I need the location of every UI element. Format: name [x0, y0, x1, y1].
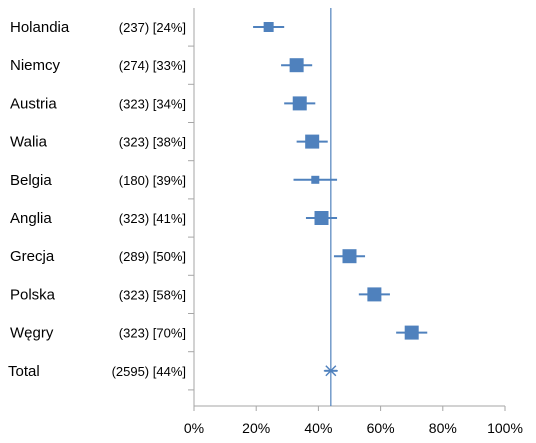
row-label-name: Walia	[10, 134, 48, 151]
row-label-name: Grecja	[10, 248, 55, 265]
rows-layer: Holandia (237) [24%] Niemcy (274) [33%] Aust…	[8, 19, 428, 380]
point-marker	[305, 134, 320, 149]
row-label-stat: (323) [41%]	[119, 211, 186, 226]
row-label-stat: (323) [58%]	[119, 287, 186, 302]
point-marker	[342, 249, 357, 264]
row-label-stat: (180) [39%]	[119, 173, 186, 188]
row-label-name: Total	[8, 363, 40, 380]
point-marker	[311, 175, 320, 184]
x-tick-label: 20%	[242, 420, 270, 436]
point-marker	[404, 325, 419, 340]
x-tick-label: 60%	[367, 420, 395, 436]
row-label-name: Holandia	[10, 19, 70, 36]
point-marker	[263, 22, 274, 32]
row-label-stat: (323) [34%]	[119, 96, 186, 111]
axis-layer: 0% 20% 40% 60% 80% 100%	[184, 8, 523, 436]
point-marker	[367, 287, 382, 302]
x-tick-label: 80%	[429, 420, 457, 436]
row-label-stat: (323) [70%]	[119, 326, 186, 341]
row-label-name: Belgia	[10, 172, 52, 189]
point-marker	[289, 58, 304, 73]
x-tick-label: 100%	[487, 420, 523, 436]
row-label-name: Austria	[10, 95, 57, 112]
row-label-stat: (323) [38%]	[119, 135, 186, 150]
x-tick-label: 40%	[304, 420, 332, 436]
row-label-name: Polska	[10, 286, 56, 303]
row-label-stat: (274) [33%]	[119, 58, 186, 73]
row-label-stat: (237) [24%]	[119, 20, 186, 35]
row-label-name: Niemcy	[10, 57, 61, 74]
row-label-stat: (2595) [44%]	[112, 364, 186, 379]
row-label-name: Węgry	[10, 325, 54, 342]
point-marker	[292, 96, 307, 111]
point-marker	[314, 211, 329, 225]
row-label-stat: (289) [50%]	[119, 249, 186, 264]
x-tick-label: 0%	[184, 420, 204, 436]
row-label-name: Anglia	[10, 210, 52, 227]
